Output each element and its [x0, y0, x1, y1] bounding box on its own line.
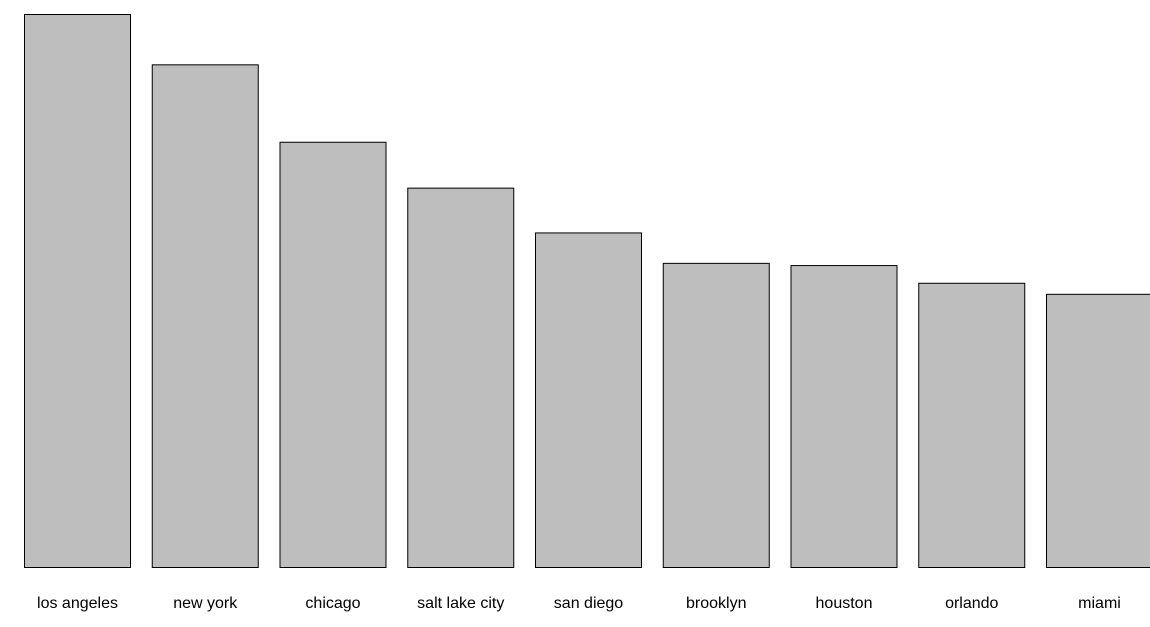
tick-label-miami: miami [1078, 595, 1121, 612]
bar-miami [1046, 293, 1150, 568]
bar-san-diego [535, 232, 642, 568]
bar-los-angeles [24, 14, 131, 568]
bar-new-york [151, 64, 259, 568]
tick-label-houston: houston [816, 595, 873, 612]
bar-salt-lake-city [407, 187, 515, 568]
bar-houston [790, 265, 898, 568]
tick-label-orlando: orlando [945, 595, 998, 612]
tick-label-los-angeles: los angeles [37, 595, 118, 612]
tick-label-chicago: chicago [305, 595, 360, 612]
x-tick-labels: los angeles new york chicago salt lake city… [37, 595, 1121, 612]
tick-label-san-diego: san diego [554, 595, 623, 612]
tick-label-new-york: new york [173, 595, 238, 612]
bar-chicago [279, 141, 387, 568]
bars-group [24, 14, 1150, 568]
bar-orlando [918, 282, 1026, 568]
bar-brooklyn [662, 262, 770, 568]
tick-label-brooklyn: brooklyn [686, 595, 746, 612]
tick-label-salt-lake-city: salt lake city [417, 595, 504, 612]
